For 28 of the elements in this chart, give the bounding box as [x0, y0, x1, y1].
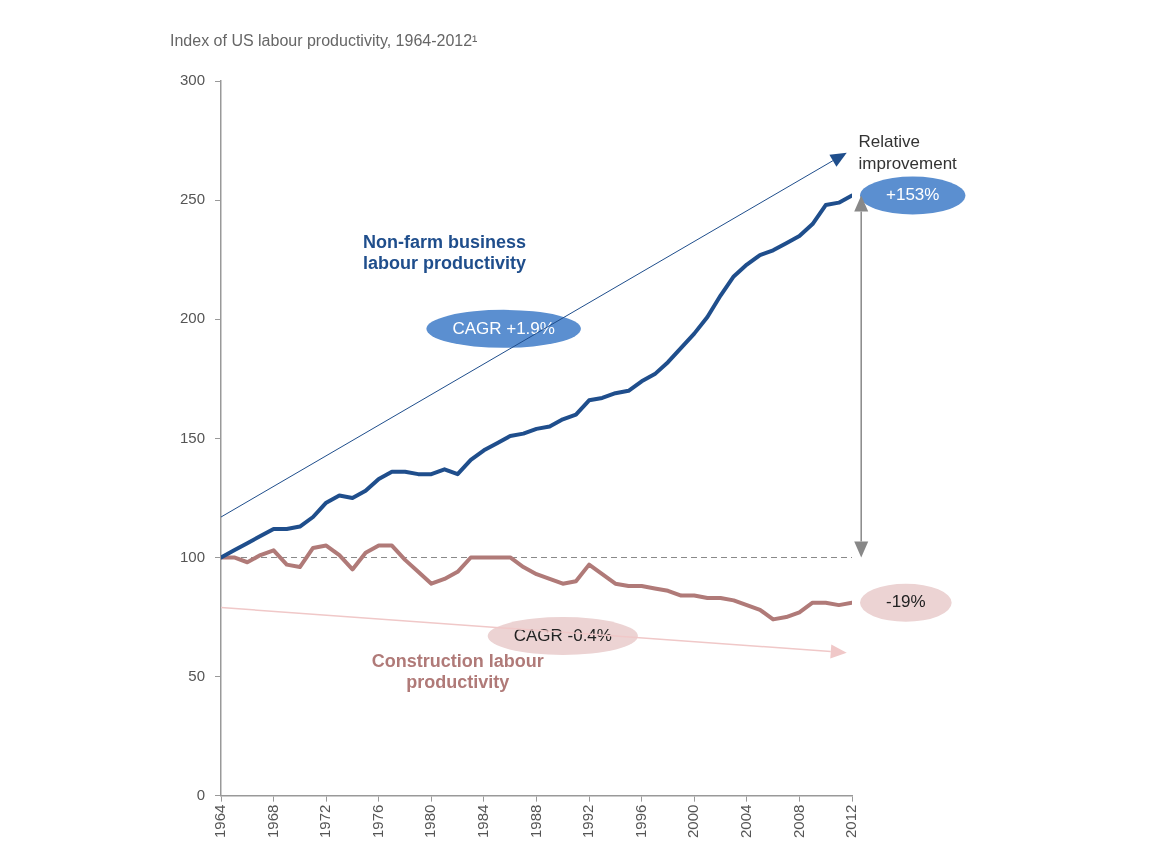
- y-tick-label: 100: [180, 547, 206, 565]
- x-tick-label: 1968: [263, 804, 281, 839]
- x-tick-label: 2008: [789, 804, 807, 839]
- chart-title: Index of US labour productivity, 1964-2012¹: [170, 32, 478, 50]
- x-tick-label: 1972: [316, 804, 334, 839]
- text: Relative improvement: [858, 131, 958, 173]
- y-tick-label: 300: [180, 71, 206, 89]
- annotation: +153%: [885, 185, 940, 205]
- y-tick-label: 250: [180, 190, 206, 208]
- y-tick-label: 150: [180, 428, 206, 446]
- text: Non-farm business labour productivity: [362, 231, 527, 273]
- text: Construction labour productivity: [371, 650, 544, 692]
- x-tick-label: 1988: [526, 804, 544, 839]
- x-tick-label: 2004: [736, 804, 754, 839]
- annotation: -19%: [886, 592, 926, 612]
- x-tick-label: 1992: [579, 804, 597, 839]
- x-tick-label: 2000: [684, 804, 702, 839]
- x-tick-label: 1976: [368, 804, 386, 839]
- x-tick-label: 1984: [474, 804, 492, 839]
- y-tick-label: 0: [196, 785, 206, 803]
- x-tick-label: 1964: [211, 804, 229, 839]
- y-tick-label: 50: [188, 666, 206, 684]
- x-tick-label: 1980: [421, 804, 439, 839]
- annotation: CAGR +1.9%: [452, 318, 555, 338]
- x-tick-label: 1996: [631, 804, 649, 839]
- annotation: CAGR -0.4%: [513, 625, 612, 645]
- x-tick-label: 2012: [842, 804, 860, 839]
- y-tick-label: 200: [180, 309, 206, 327]
